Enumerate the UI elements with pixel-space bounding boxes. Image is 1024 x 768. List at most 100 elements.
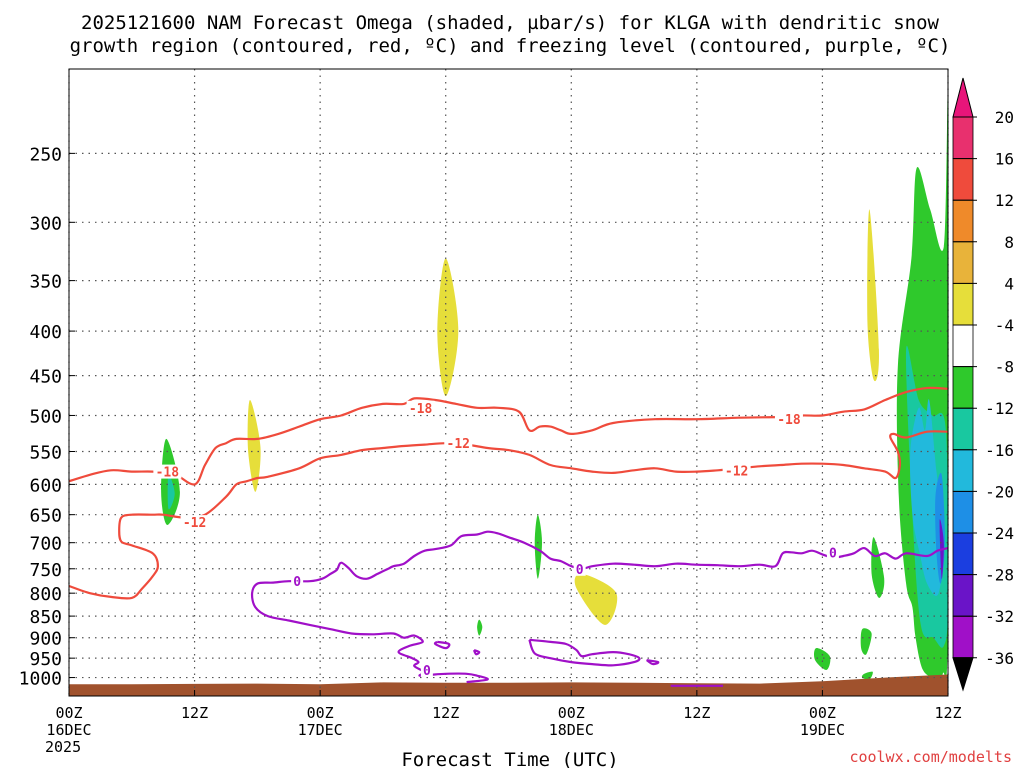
freezing-level-contour-label: 0 (423, 664, 431, 679)
dgz-minus18-contour-label-bg (406, 400, 435, 415)
plot-frame (68, 68, 949, 697)
x-axis-title: Forecast Time (UTC) (401, 749, 618, 768)
y-tick-label: 850 (29, 607, 62, 628)
omega-shaded-region (909, 399, 944, 596)
chart-title-line1: 2025121600 NAM Forecast Omega (shaded, µ… (81, 12, 939, 34)
y-tick-label: 900 (29, 629, 62, 650)
x-tick-label: 00Z (55, 704, 82, 722)
x-tick-label: 19DEC (800, 721, 845, 739)
x-tick-label: 12Z (432, 704, 459, 722)
colorbar-bin (952, 574, 974, 617)
y-tick-label: 800 (29, 584, 62, 605)
colorbar-bin (952, 324, 974, 367)
freezing-level-layer: 0 0 0 0 (250, 530, 949, 687)
colorbar-bin (952, 282, 974, 326)
x-tick-label: 18DEC (549, 721, 594, 739)
freezing-level-contour-line (348, 530, 949, 580)
dgz-minus12-contour-line (68, 430, 949, 600)
colorbar-bin (952, 241, 974, 284)
y-tick-label: 650 (29, 506, 62, 527)
colorbar-bin (952, 116, 974, 159)
x-tick-label: 00Z (307, 704, 334, 722)
y-tick-label: 750 (29, 560, 62, 581)
x-tick-label: 12Z (181, 704, 208, 722)
dgz-contours-layer: -18 -18 -18 -12 -12 -12 (68, 386, 949, 600)
x-tick-label: 12Z (934, 704, 961, 722)
colorbar-label: -36 (985, 649, 1014, 668)
colorbar-label: -28 (985, 566, 1014, 585)
freezing-level-contour-line (528, 638, 641, 667)
x-tick-label: 16DEC (46, 721, 91, 739)
dgz-minus12-contour-label: -12 (447, 437, 470, 452)
colorbar-label: -32 (985, 607, 1014, 626)
freezing-level-contour-label-bg (826, 545, 839, 560)
grid-layer (68, 69, 949, 696)
dgz-minus18-contour-label-bg (774, 412, 803, 427)
colorbar: 20 16 12 8 4 -4 -8 -12 -16 -20 -24 -28 -32 -36 (952, 77, 1014, 692)
colorbar-bin (952, 407, 974, 451)
colorbar-label: -20 (985, 482, 1014, 501)
dgz-minus18-contour-label-bg (153, 464, 182, 479)
colorbar-bin (952, 366, 974, 409)
omega-shaded-region (247, 400, 261, 492)
y-tick-label: 700 (29, 534, 62, 555)
colorbar-label: 20 (995, 108, 1014, 127)
colorbar-bin (952, 532, 974, 575)
freezing-level-contour-line (472, 649, 481, 656)
y-tick-label: 450 (29, 367, 62, 388)
freezing-level-contour-line (433, 640, 451, 650)
freezing-level-contour-label: 0 (293, 575, 301, 590)
colorbar-label: -8 (995, 358, 1014, 377)
omega-shaded-region (534, 514, 542, 579)
x-tick-label: 2025 (45, 738, 81, 756)
colorbar-label: -12 (985, 399, 1014, 418)
freezing-level-contour-label-bg (420, 662, 433, 677)
dgz-minus12-contour-label: -12 (183, 516, 206, 531)
x-tick-label: 17DEC (298, 721, 343, 739)
x-tick-label: 00Z (809, 704, 836, 722)
chart-title-line2: growth region (contoured, red, ºC) and f… (70, 35, 951, 57)
colorbar-top-arrow (952, 77, 974, 118)
colorbar-bin (952, 615, 974, 659)
y-axis-ticks: 2503003504004505005506006507007508008509… (19, 144, 75, 690)
y-tick-label: 300 (29, 213, 62, 234)
colorbar-label: 4 (1004, 274, 1014, 293)
omega-shaded-region (437, 258, 459, 397)
colorbar-bin (952, 199, 974, 243)
omega-shaded-region (167, 474, 175, 510)
dgz-minus12-contour-label-bg (722, 463, 751, 478)
y-tick-label: 600 (29, 475, 62, 496)
omega-shaded-region (574, 573, 618, 625)
colorbar-bottom-arrow (952, 657, 974, 692)
colorbar-label: 8 (1004, 233, 1014, 252)
y-tick-label: 350 (29, 272, 62, 293)
dgz-minus18-contour-label: -18 (409, 402, 433, 417)
colorbar-bin (952, 490, 974, 534)
y-tick-label: 250 (29, 144, 62, 165)
dgz-minus18-contour-line (68, 386, 949, 486)
y-tick-label: 500 (29, 406, 62, 427)
colorbar-label: -16 (985, 441, 1014, 460)
x-tick-label: 12Z (683, 704, 710, 722)
colorbar-label: -4 (995, 316, 1014, 335)
dgz-minus12-contour-label: -12 (725, 464, 748, 479)
credit-link[interactable]: coolwx.com/modelts (849, 748, 1012, 766)
omega-shaded-region (860, 628, 872, 655)
freezing-level-contour-label-bg (291, 574, 304, 589)
omega-shaded-region (814, 648, 831, 670)
dgz-minus12-contour-label-bg (180, 515, 209, 530)
y-tick-label: 950 (29, 649, 62, 670)
y-tick-label: 550 (29, 443, 62, 464)
y-tick-label: 400 (29, 322, 62, 343)
omega-shaded-region (867, 209, 879, 382)
colorbar-label: -24 (985, 524, 1014, 543)
freezing-level-contour-label: 0 (829, 546, 837, 561)
dgz-minus18-contour-label: -18 (156, 466, 180, 481)
colorbar-bin (952, 158, 974, 201)
dgz-minus18-contour-label: -18 (777, 413, 801, 428)
colorbar-bin (952, 449, 974, 492)
colorbar-label: 12 (995, 191, 1014, 210)
terrain-layer (69, 674, 948, 696)
